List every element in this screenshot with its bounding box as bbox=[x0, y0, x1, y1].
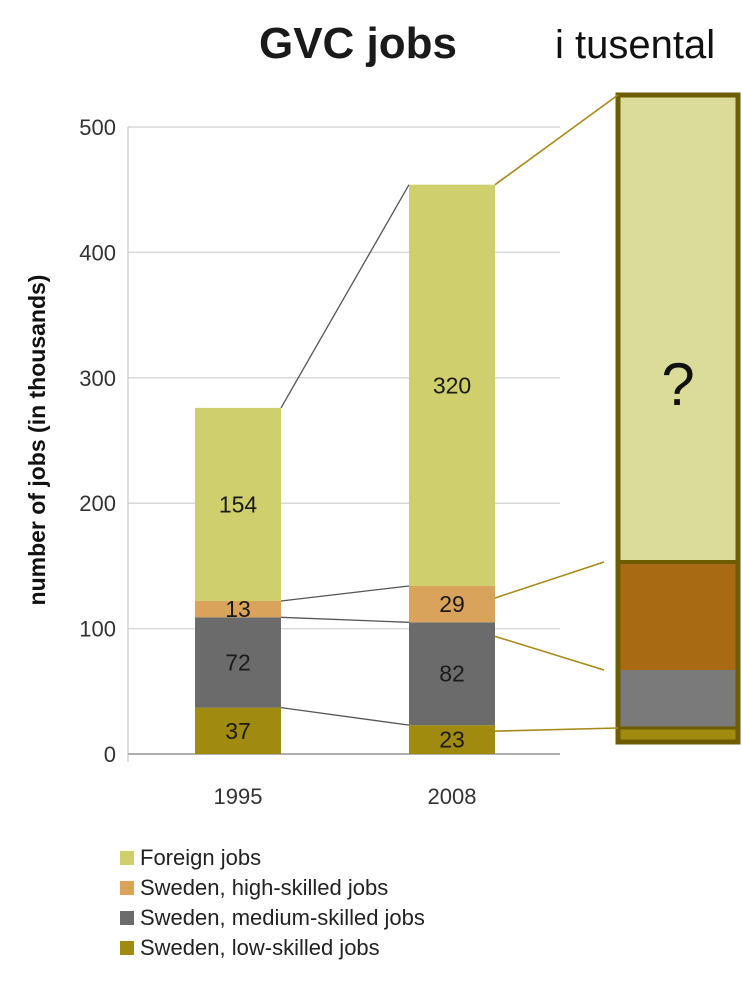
data-label: 29 bbox=[439, 591, 465, 617]
data-labels: 37 72 13 154 23 82 29 320 bbox=[219, 372, 471, 752]
x-tick-label: 2008 bbox=[428, 784, 477, 809]
bar-segment bbox=[409, 585, 495, 623]
data-label: 320 bbox=[433, 372, 471, 398]
legend-label: Sweden, medium-skilled jobs bbox=[140, 905, 425, 930]
legend: Foreign jobs Sweden, high-skilled jobs Swe… bbox=[120, 843, 425, 963]
legend-item: Sweden, high-skilled jobs bbox=[120, 873, 425, 903]
legend-label: Sweden, high-skilled jobs bbox=[140, 875, 389, 900]
y-tick-label: 400 bbox=[79, 240, 116, 265]
data-label: 154 bbox=[219, 491, 258, 517]
legend-swatch bbox=[120, 911, 134, 925]
projection-low-skilled-segment bbox=[618, 728, 738, 742]
connector-line bbox=[280, 706, 410, 726]
gvc-jobs-chart: GVC jobs i tusental number of jobs (in t… bbox=[24, 19, 741, 809]
leader-line bbox=[494, 561, 605, 599]
projection-medium-skilled-segment bbox=[618, 670, 738, 728]
bar-segment bbox=[409, 725, 495, 754]
bar-segment bbox=[195, 617, 281, 708]
data-label: 37 bbox=[225, 718, 251, 744]
legend-label: Sweden, low-skilled jobs bbox=[140, 935, 380, 960]
leader-line bbox=[494, 635, 605, 671]
data-label: 82 bbox=[439, 661, 465, 687]
legend-label: Foreign jobs bbox=[140, 845, 262, 870]
legend-swatch bbox=[120, 881, 134, 895]
x-tick-labels: 1995 2008 bbox=[214, 784, 477, 809]
legend-item: Sweden, low-skilled jobs bbox=[120, 933, 425, 963]
y-axis-label: number of jobs (in thousands) bbox=[24, 275, 50, 606]
legend-item: Foreign jobs bbox=[120, 843, 425, 873]
y-tick-label: 300 bbox=[79, 366, 116, 391]
x-tick-label: 1995 bbox=[214, 784, 263, 809]
projection-foreign-segment bbox=[618, 95, 738, 562]
bar-segment bbox=[409, 622, 495, 726]
legend-item: Sweden, medium-skilled jobs bbox=[120, 903, 425, 933]
y-tick-label: 100 bbox=[79, 617, 116, 642]
legend-swatch bbox=[120, 941, 134, 955]
connector-lines bbox=[280, 184, 410, 726]
legend-swatch bbox=[120, 851, 134, 865]
unit-annotation: i tusental bbox=[555, 23, 715, 67]
bar-segment bbox=[195, 707, 281, 754]
connector-line bbox=[280, 616, 410, 623]
connector-line bbox=[280, 585, 410, 602]
data-label: 13 bbox=[225, 596, 251, 622]
leader-line bbox=[494, 727, 619, 732]
y-tick-labels: 0 100 200 300 400 500 bbox=[79, 115, 116, 767]
bar-segment bbox=[195, 407, 281, 602]
projection-question-mark: ? bbox=[661, 351, 694, 418]
data-label: 23 bbox=[439, 727, 465, 753]
bar-segment bbox=[409, 184, 495, 586]
leader-line bbox=[494, 94, 619, 186]
projection-bar: ? bbox=[494, 92, 741, 745]
connector-line bbox=[280, 184, 410, 409]
bar-segment bbox=[195, 601, 281, 618]
y-tick-label: 500 bbox=[79, 115, 116, 140]
data-label: 72 bbox=[225, 649, 251, 675]
y-tick-label: 200 bbox=[79, 491, 116, 516]
bars bbox=[195, 184, 495, 754]
chart-title: GVC jobs bbox=[259, 19, 457, 68]
y-tick-label: 0 bbox=[104, 742, 116, 767]
gridlines bbox=[127, 126, 560, 762]
projection-high-skilled-segment bbox=[618, 562, 738, 670]
projection-border bbox=[615, 92, 741, 745]
